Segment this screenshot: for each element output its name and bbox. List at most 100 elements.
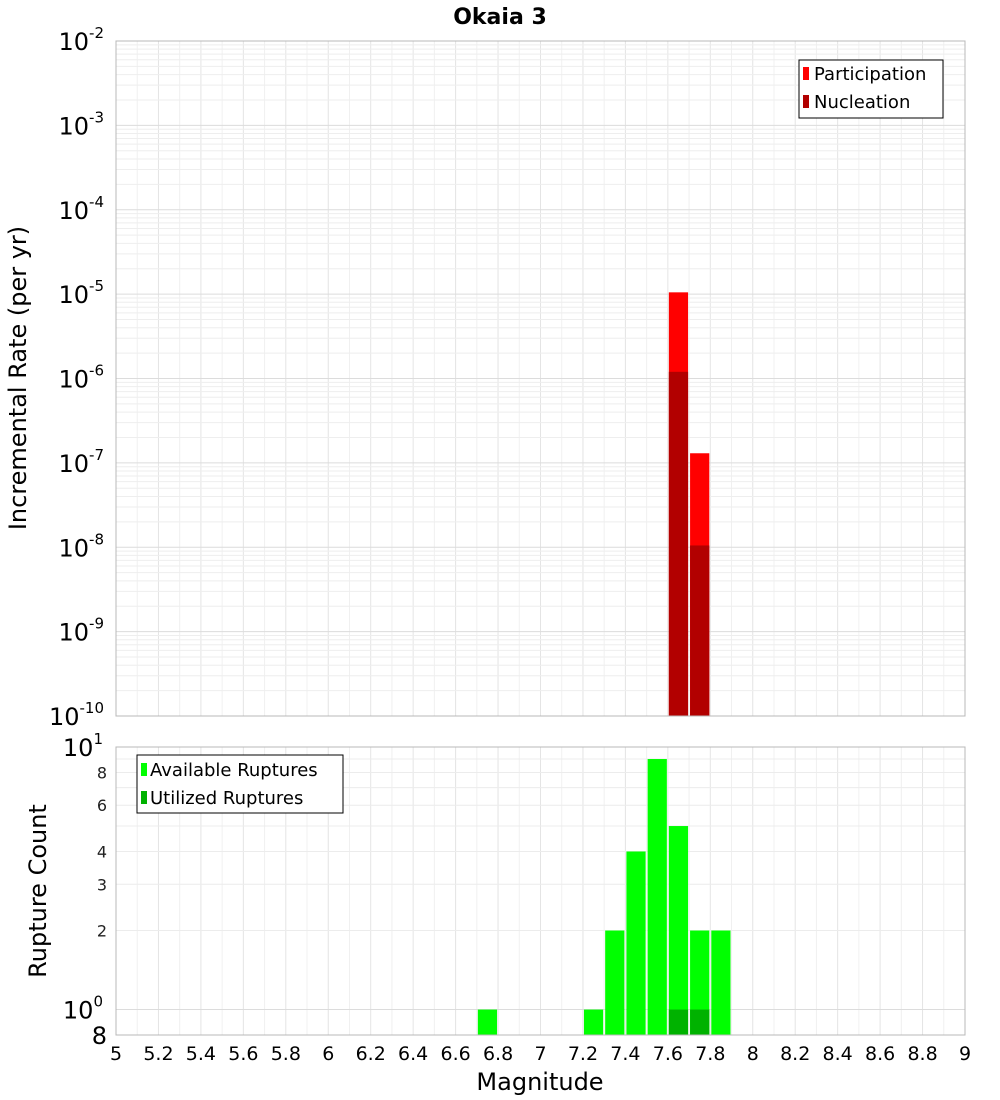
count-x-tick-labels: 5 5.2 5.4 5.6 5.8 6 6.2 6.4 6.6 6.8 7 7.2 7.4 7.6 7.8 8… xyxy=(110,1043,971,1065)
x-tick-label: 6.2 xyxy=(356,1043,386,1065)
rate-y-tick-exponent: -10 xyxy=(80,699,105,717)
count-y-tick-major: 101 xyxy=(63,730,103,762)
x-tick-label: 7.2 xyxy=(568,1043,598,1065)
available-ruptures-bar xyxy=(605,930,625,1035)
count-y-tick-base: 10 xyxy=(63,734,94,762)
rate-y-tick-label: 10-3 xyxy=(58,108,104,140)
utilized-ruptures-bar xyxy=(690,1009,710,1035)
count-y-tick-minor: 3 xyxy=(97,875,107,894)
x-tick-label: 6 xyxy=(322,1043,334,1065)
x-tick-label: 8 xyxy=(747,1043,759,1065)
x-tick-label: 8.2 xyxy=(780,1043,810,1065)
x-tick-label: 7.8 xyxy=(695,1043,725,1065)
rate-y-tick-exponent: -6 xyxy=(89,362,104,380)
rate-y-tick-base: 10 xyxy=(58,112,89,140)
x-tick-label: 8.4 xyxy=(823,1043,853,1065)
legend-label-utilized: Utilized Ruptures xyxy=(150,788,303,809)
rate-y-tick-base: 10 xyxy=(58,450,89,478)
count-y-tick-minor: 8 xyxy=(97,763,107,782)
chart-title: Okaia 3 xyxy=(453,5,547,30)
x-tick-label: 5.4 xyxy=(186,1043,216,1065)
legend-label-available: Available Ruptures xyxy=(150,760,318,781)
nucleation-bar xyxy=(690,545,710,716)
count-y-tick-minor: 4 xyxy=(97,842,107,861)
rate-y-tick-exponent: -3 xyxy=(89,108,104,126)
legend-label-participation: Participation xyxy=(814,64,926,85)
count-y-tick-exponent: 0 xyxy=(93,993,103,1011)
count-bars xyxy=(477,759,731,1035)
rate-y-tick-labels: 10-210-310-410-510-610-710-810-910-10 xyxy=(49,24,104,731)
x-tick-label: 9 xyxy=(959,1043,971,1065)
rate-y-tick-label: 10-6 xyxy=(58,362,104,394)
count-legend: Available Ruptures Utilized Ruptures xyxy=(136,754,344,814)
rate-y-tick-label: 10-5 xyxy=(58,277,104,309)
legend-swatch-participation xyxy=(803,67,809,80)
rate-y-tick-label: 10-4 xyxy=(58,193,104,225)
count-legend-box xyxy=(136,754,344,814)
count-y-tick-minor: 6 xyxy=(97,796,107,815)
rate-y-tick-exponent: -8 xyxy=(89,530,104,548)
x-tick-label: 8.6 xyxy=(865,1043,895,1065)
count-y-tick-bottom: 8 xyxy=(92,1022,107,1050)
x-tick-label: 6.6 xyxy=(440,1043,470,1065)
x-tick-label: 6.8 xyxy=(483,1043,513,1065)
utilized-ruptures-bar xyxy=(668,1009,689,1035)
rate-gridlines xyxy=(115,41,966,717)
x-tick-label: 5.2 xyxy=(143,1043,173,1065)
rate-y-tick-exponent: -7 xyxy=(89,446,104,464)
rate-y-tick-exponent: -5 xyxy=(89,277,104,295)
rate-y-tick-label: 10-10 xyxy=(49,699,104,731)
available-ruptures-bar xyxy=(477,1009,498,1035)
rate-bars xyxy=(668,292,710,716)
count-y-tick-minor: 2 xyxy=(97,922,107,941)
rate-y-tick-label: 10-9 xyxy=(58,615,104,647)
available-ruptures-bar xyxy=(626,851,646,1035)
rate-y-tick-base: 10 xyxy=(58,534,89,562)
rate-y-tick-label: 10-8 xyxy=(58,530,104,562)
x-tick-label: 7.4 xyxy=(610,1043,640,1065)
rate-legend: Participation Nucleation xyxy=(798,59,944,119)
x-tick-label: 5.8 xyxy=(271,1043,301,1065)
x-tick-label: 7 xyxy=(534,1043,546,1065)
rate-y-tick-label: 10-2 xyxy=(58,24,104,56)
x-tick-label: 7.6 xyxy=(653,1043,683,1065)
rate-panel: 10-210-310-410-510-610-710-810-910-10 In… xyxy=(4,24,966,731)
nucleation-bar xyxy=(668,371,689,716)
count-y-tick-exponent: 1 xyxy=(93,730,103,748)
count-plot-frame xyxy=(115,746,966,1036)
x-tick-label: 8.8 xyxy=(907,1043,937,1065)
rate-y-tick-exponent: -4 xyxy=(89,193,104,211)
count-y-tick-major: 100 xyxy=(63,993,103,1025)
rate-y-tick-base: 10 xyxy=(58,619,89,647)
rate-y-tick-base: 10 xyxy=(58,197,89,225)
rate-y-tick-base: 10 xyxy=(49,703,80,731)
legend-swatch-available xyxy=(141,763,147,776)
available-ruptures-bar xyxy=(690,930,710,1035)
x-tick-label: 6.4 xyxy=(398,1043,428,1065)
rate-legend-box xyxy=(798,59,944,119)
rate-y-tick-base: 10 xyxy=(58,28,89,56)
legend-swatch-utilized xyxy=(141,791,147,804)
rate-y-tick-label: 10-7 xyxy=(58,446,104,478)
rate-plot-frame xyxy=(115,40,966,717)
x-axis-label: Magnitude xyxy=(476,1068,603,1096)
legend-swatch-nucleation xyxy=(803,95,809,108)
rate-y-tick-exponent: -2 xyxy=(89,24,104,42)
rate-y-tick-exponent: -9 xyxy=(89,615,104,633)
rate-y-tick-base: 10 xyxy=(58,366,89,394)
x-tick-label: 5 xyxy=(110,1043,122,1065)
count-y-axis-label: Rupture Count xyxy=(24,804,52,978)
available-ruptures-bar xyxy=(668,826,689,1035)
available-ruptures-bar xyxy=(647,759,667,1035)
available-ruptures-bar xyxy=(711,930,731,1035)
rate-y-tick-base: 10 xyxy=(58,281,89,309)
rate-y-axis-label: Incremental Rate (per yr) xyxy=(4,226,32,530)
available-ruptures-bar xyxy=(583,1009,604,1035)
count-y-tick-base: 10 xyxy=(63,997,94,1025)
x-tick-label: 5.6 xyxy=(228,1043,258,1065)
legend-label-nucleation: Nucleation xyxy=(814,92,910,113)
